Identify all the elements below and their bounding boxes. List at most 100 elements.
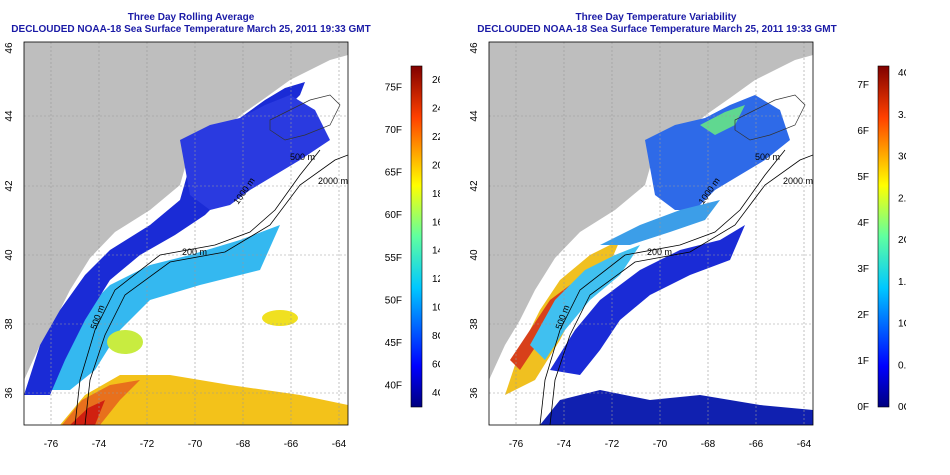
- left-colorbar-c-label-2: 8C: [432, 331, 440, 342]
- left-isobath-label-2000: 2000 m: [318, 176, 348, 186]
- left-ytick-3: 42: [4, 180, 15, 192]
- right-colorbar-c-label-4: 2C: [898, 235, 906, 246]
- left-colorbar-c-label-4: 12C: [432, 274, 440, 285]
- left-xtick-1: -74: [92, 439, 107, 450]
- right-title-line2: DECLOUDED NOAA-18 Sea Surface Temperatur…: [477, 24, 837, 35]
- isobath-200m-right: [539, 149, 786, 425]
- right-isobath-label-500b: 500 m: [755, 152, 780, 162]
- right-xtick-1: -74: [557, 439, 572, 450]
- right-colorbar-c-label-6: 3C: [898, 152, 906, 163]
- left-colorbar-c-label-3: 10C: [432, 303, 440, 314]
- right-xtick-4: -68: [701, 439, 716, 450]
- right-ytick-1: 38: [469, 318, 480, 330]
- left-ytick-0: 36: [4, 387, 15, 399]
- right-colorbar-c-label-3: 1.5C: [898, 277, 906, 288]
- left-isobath-label-200: 200 m: [182, 247, 207, 257]
- right-xtick-5: -66: [749, 439, 764, 450]
- sst-green-eddy: [107, 330, 143, 354]
- var-gulf-maine-green: [700, 105, 745, 135]
- left-colorbar-f-label-6: 70F: [385, 125, 402, 136]
- var-gulf-maine: [645, 95, 790, 210]
- left-colorbar-c-label-9: 22C: [432, 132, 440, 143]
- left-colorbar-f-label-2: 50F: [385, 295, 402, 306]
- left-colorbar-c-label-5: 14C: [432, 246, 440, 257]
- right-isobath-label-200: 200 m: [647, 247, 672, 257]
- right-ytick-2: 40: [469, 249, 480, 261]
- left-colorbar-c-label-0: 4C: [432, 388, 440, 399]
- right-xtick-6: -64: [797, 439, 812, 450]
- graticule: [24, 42, 348, 425]
- map-frame: [23, 41, 349, 426]
- left-xtick-6: -64: [332, 439, 347, 450]
- left-xtick-3: -70: [188, 439, 203, 450]
- right-isobath-label-2000: 2000 m: [783, 176, 813, 186]
- right-colorbar-c-label-0: 0C: [898, 402, 906, 413]
- right-colorbar-f-label-0: 0F: [857, 402, 869, 413]
- right-ytick-4: 44: [469, 110, 480, 122]
- right-title-line1: Three Day Temperature Variability: [575, 12, 737, 23]
- right-colorbar-f-label-1: 1F: [857, 356, 869, 367]
- right-colorbar-c-label-1: 0.5C: [898, 360, 906, 371]
- left-colorbar-c-label-6: 16C: [432, 217, 440, 228]
- var-navy-south: [540, 390, 813, 425]
- left-colorbar-f-label-5: 65F: [385, 168, 402, 179]
- left-xtick-0: -76: [44, 439, 59, 450]
- right-colorbar-c-label-2: 1C: [898, 319, 906, 330]
- right-ytick-3: 42: [469, 180, 480, 192]
- right-xtick-0: -76: [509, 439, 524, 450]
- right-colorbar-c-label-5: 2.5C: [898, 193, 906, 204]
- right-colorbar-f-label-4: 4F: [857, 218, 869, 229]
- left-ytick-2: 40: [4, 249, 15, 261]
- left-colorbar-f-label-0: 40F: [385, 381, 402, 392]
- isobath-2000m-right: [549, 154, 813, 425]
- left-colorbar-c-label-8: 20C: [432, 160, 440, 171]
- left-colorbar-c-label-1: 6C: [432, 359, 440, 370]
- left-colorbar-f-label-4: 60F: [385, 210, 402, 221]
- left-colorbar: 4C 6C 8C 10C 12C 14C 16C 18C 20C 22C 24C 26C 40F 45F…: [385, 65, 440, 408]
- left-colorbar-c-label-11: 26C: [432, 75, 440, 86]
- sst-red-patch: [70, 400, 105, 425]
- left-colorbar-ramp: [410, 65, 423, 408]
- right-ytick-0: 36: [469, 387, 480, 399]
- left-xtick-4: -68: [236, 439, 251, 450]
- left-xtick-5: -66: [284, 439, 299, 450]
- right-xtick-2: -72: [605, 439, 620, 450]
- map-frame-right: [488, 41, 814, 426]
- var-offshore-blue: [550, 225, 745, 375]
- isobath-gulf-maine-right: [734, 94, 806, 141]
- isobath-2000m: [84, 154, 348, 425]
- left-colorbar-f-label-1: 45F: [385, 338, 402, 349]
- left-colorbar-c-label-7: 18C: [432, 189, 440, 200]
- left-ytick-5: 46: [4, 42, 15, 54]
- left-colorbar-f-label-7: 75F: [385, 82, 402, 93]
- sst-gulf-maine: [180, 95, 330, 210]
- left-ytick-1: 38: [4, 318, 15, 330]
- isobath-gulf-maine: [269, 94, 341, 141]
- right-colorbar-ramp: [877, 65, 890, 408]
- right-colorbar-f-label-7: 7F: [857, 80, 869, 91]
- graticule-right: [489, 42, 813, 425]
- right-colorbar-f-label-5: 5F: [857, 172, 869, 183]
- right-colorbar-f-label-3: 3F: [857, 264, 869, 275]
- right-colorbar-f-label-2: 2F: [857, 310, 869, 321]
- right-ytick-5: 46: [469, 42, 480, 54]
- var-shelf-cyan: [530, 245, 640, 360]
- left-isobath-label-500b: 500 m: [290, 152, 315, 162]
- left-title-line2: DECLOUDED NOAA-18 Sea Surface Temperatur…: [11, 24, 371, 35]
- left-ytick-4: 44: [4, 110, 15, 122]
- left-colorbar-c-label-10: 24C: [432, 104, 440, 115]
- left-map: [23, 41, 349, 426]
- left-isobath-labels: 200 m 2000 m 500 m 500 m 1000 m: [88, 152, 348, 331]
- sst-yellow-eddy: [262, 310, 298, 326]
- right-colorbar-c-label-8: 4C: [898, 68, 906, 79]
- left-colorbar-f-label-3: 55F: [385, 253, 402, 264]
- right-colorbar-f-label-6: 6F: [857, 126, 869, 137]
- right-colorbar: 0C 0.5C 1C 1.5C 2C 2.5C 3C 3.5C 4C 0F 1F 2F 3F 4F 5F 6…: [857, 65, 906, 413]
- isobath-200m: [74, 149, 321, 425]
- left-title-line1: Three Day Rolling Average: [127, 12, 255, 23]
- left-xtick-2: -72: [140, 439, 155, 450]
- right-xtick-3: -70: [653, 439, 668, 450]
- right-colorbar-c-label-7: 3.5C: [898, 110, 906, 121]
- left-axes: -76 -74 -72 -70 -68 -66 -64 36 38 40 42 …: [4, 42, 347, 450]
